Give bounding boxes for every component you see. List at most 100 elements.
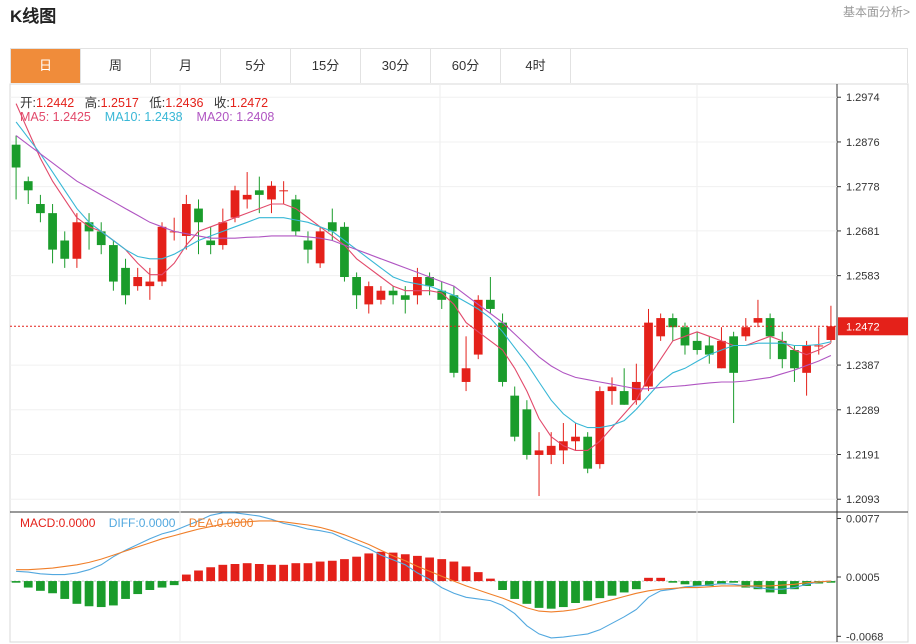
macd-bar (607, 581, 617, 596)
tab-5min[interactable]: 5分 (221, 49, 291, 83)
macd-bar (291, 563, 301, 582)
macd-bar (194, 570, 203, 582)
macd-bar (802, 581, 811, 586)
macd-bar (619, 581, 629, 593)
macd-bar (303, 563, 313, 582)
macd-bar (826, 581, 836, 583)
tab-30min[interactable]: 30分 (361, 49, 431, 83)
candle-body (571, 436, 580, 442)
candle-body (437, 290, 447, 300)
candle-body (218, 222, 228, 246)
macd-bar (400, 554, 410, 582)
candle-body (802, 345, 811, 373)
dea-legend-item: DEA:0.0000 (189, 516, 254, 530)
tab-month[interactable]: 月 (151, 49, 221, 83)
tab-60min[interactable]: 60分 (431, 49, 501, 83)
macd-bar (327, 560, 337, 582)
candle-body (388, 290, 398, 296)
current-price-label: 1.2472 (846, 321, 880, 333)
tab-day[interactable]: 日 (11, 49, 81, 83)
macd-bar (218, 564, 228, 582)
macd-bar (449, 561, 459, 582)
macd-bar (157, 581, 167, 588)
candle-body (741, 327, 751, 337)
macd-bar (644, 577, 653, 582)
macd-bar (279, 564, 289, 582)
low-value: 1.2436 (165, 96, 204, 110)
candle-body (644, 322, 653, 387)
macd-bar (534, 581, 544, 608)
candle-body (96, 231, 106, 246)
candle-body (607, 386, 617, 392)
candle-body (291, 199, 301, 232)
open-label: 开: (20, 96, 36, 110)
dea-value: 0.0000 (216, 516, 254, 530)
y-tick-label: 1.2289 (846, 405, 880, 417)
macd-bar (486, 578, 495, 582)
candle-body (814, 345, 824, 347)
macd-bar (558, 581, 568, 608)
ma5-legend: MA5: 1.2425 (20, 110, 91, 124)
ma5-label: MA5: (20, 110, 53, 124)
macd-bar (96, 581, 106, 608)
chart-frame (9, 83, 909, 643)
ma20-label: MA20: (196, 110, 237, 124)
ma10-legend: MA10: 1.2438 (105, 110, 183, 124)
macd-bar (267, 564, 276, 582)
candle-body (206, 240, 216, 246)
macd-bar (656, 577, 666, 582)
diff-legend-item: DIFF:0.0000 (109, 516, 176, 530)
candle-body (194, 208, 203, 223)
candle-body (522, 409, 532, 455)
macd-bar (668, 581, 678, 583)
candle-body (303, 240, 313, 250)
diff-label: DIFF: (108, 516, 139, 530)
tab-week[interactable]: 周 (81, 49, 151, 83)
dea-line (16, 520, 831, 613)
ma5-line (15, 103, 832, 451)
macd-bar (595, 581, 605, 599)
candle-body (327, 222, 337, 232)
macd-bar (388, 552, 398, 582)
candle-body (376, 290, 386, 300)
ma10-label: MA10: (104, 110, 145, 124)
candle-body (498, 322, 507, 382)
macd-bar (145, 581, 155, 590)
macd-bar (254, 564, 264, 582)
tab-15min[interactable]: 15分 (291, 49, 361, 83)
macd-bar (631, 581, 641, 590)
macd-label: MACD: (20, 516, 59, 530)
close-label: 收: (213, 96, 230, 110)
ma20-line (15, 135, 832, 390)
macd-y-tick-label: 0.0077 (846, 514, 880, 526)
candle-body (631, 381, 641, 401)
candle-body (826, 326, 836, 340)
macd-bar (72, 581, 82, 604)
tab-4hour[interactable]: 4时 (501, 49, 571, 83)
y-tick-label: 1.2191 (846, 450, 880, 462)
macd-bar (680, 581, 690, 585)
candle-body (449, 295, 459, 373)
macd-bar (315, 561, 325, 582)
macd-bar (108, 581, 118, 606)
macd-bar (133, 581, 143, 595)
macd-y-tick-label: 0.0005 (846, 572, 880, 584)
ma20-legend: MA20: 1.2408 (197, 110, 275, 124)
macd-bar (498, 581, 507, 590)
macd-bar (413, 555, 422, 582)
macd-bar (206, 567, 216, 582)
candle-body (315, 231, 325, 264)
diff-value: 0.0000 (138, 516, 176, 530)
candle-body (473, 299, 483, 355)
y-tick-label: 1.2583 (846, 271, 880, 283)
current-price-badge (838, 317, 908, 336)
candle-body (461, 368, 471, 382)
macd-bar (11, 581, 21, 583)
fundamental-analysis-link[interactable]: 基本面分析> (842, 5, 910, 19)
macd-bar (522, 581, 532, 604)
candle-body (668, 318, 678, 328)
close-value: 1.2472 (229, 96, 269, 110)
candle-body (765, 318, 775, 337)
low-label: 低: (149, 96, 166, 110)
